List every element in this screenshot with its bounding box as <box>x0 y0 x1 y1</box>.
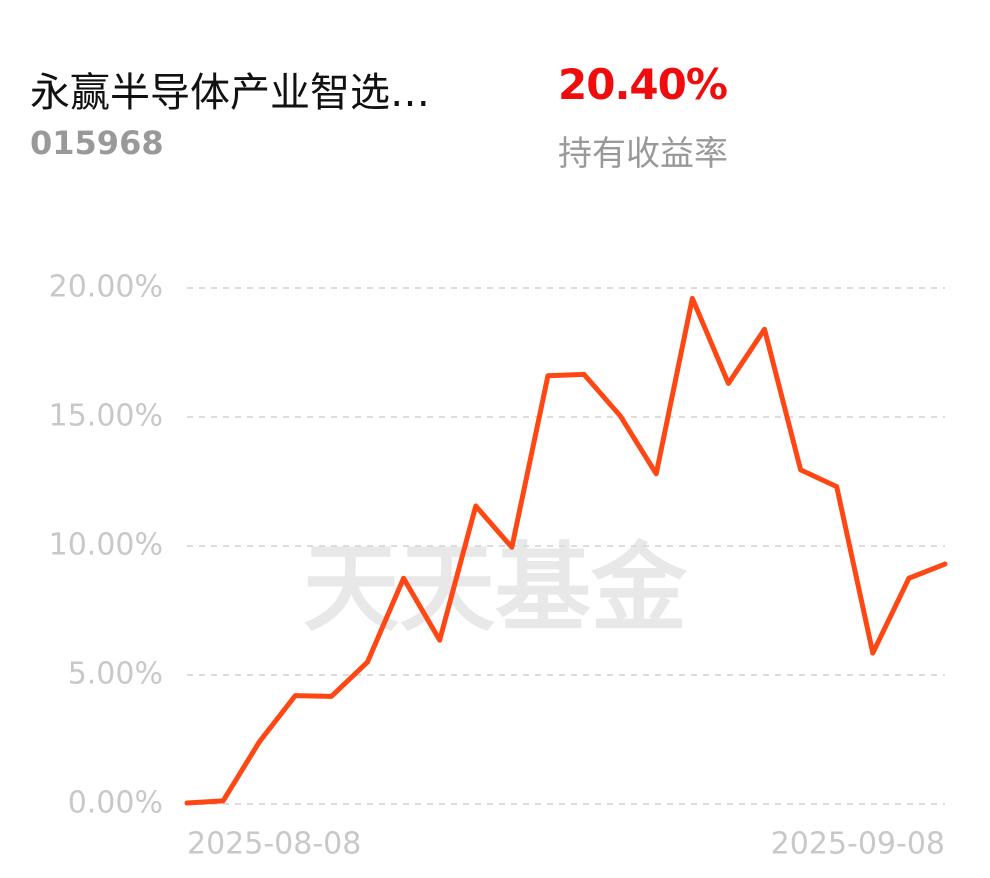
watermark: 天天基金 <box>303 532 688 644</box>
x-tick-label: 2025-08-08 <box>187 827 361 862</box>
return-value: 20.40% <box>558 60 728 109</box>
y-tick-label: 15.00% <box>49 399 163 434</box>
fund-code: 015968 <box>30 124 164 162</box>
line <box>184 295 948 806</box>
y-tick-label: 0.00% <box>68 786 163 821</box>
y-tick-label: 5.00% <box>68 657 163 692</box>
x-tick-label: 2025-09-08 <box>771 827 945 862</box>
y-tick-label: 10.00% <box>49 528 163 563</box>
y-tick-label: 20.00% <box>49 270 163 305</box>
return-label: 持有收益率 <box>558 134 728 174</box>
fund-name: 永赢半导体产业智选… <box>30 70 430 116</box>
